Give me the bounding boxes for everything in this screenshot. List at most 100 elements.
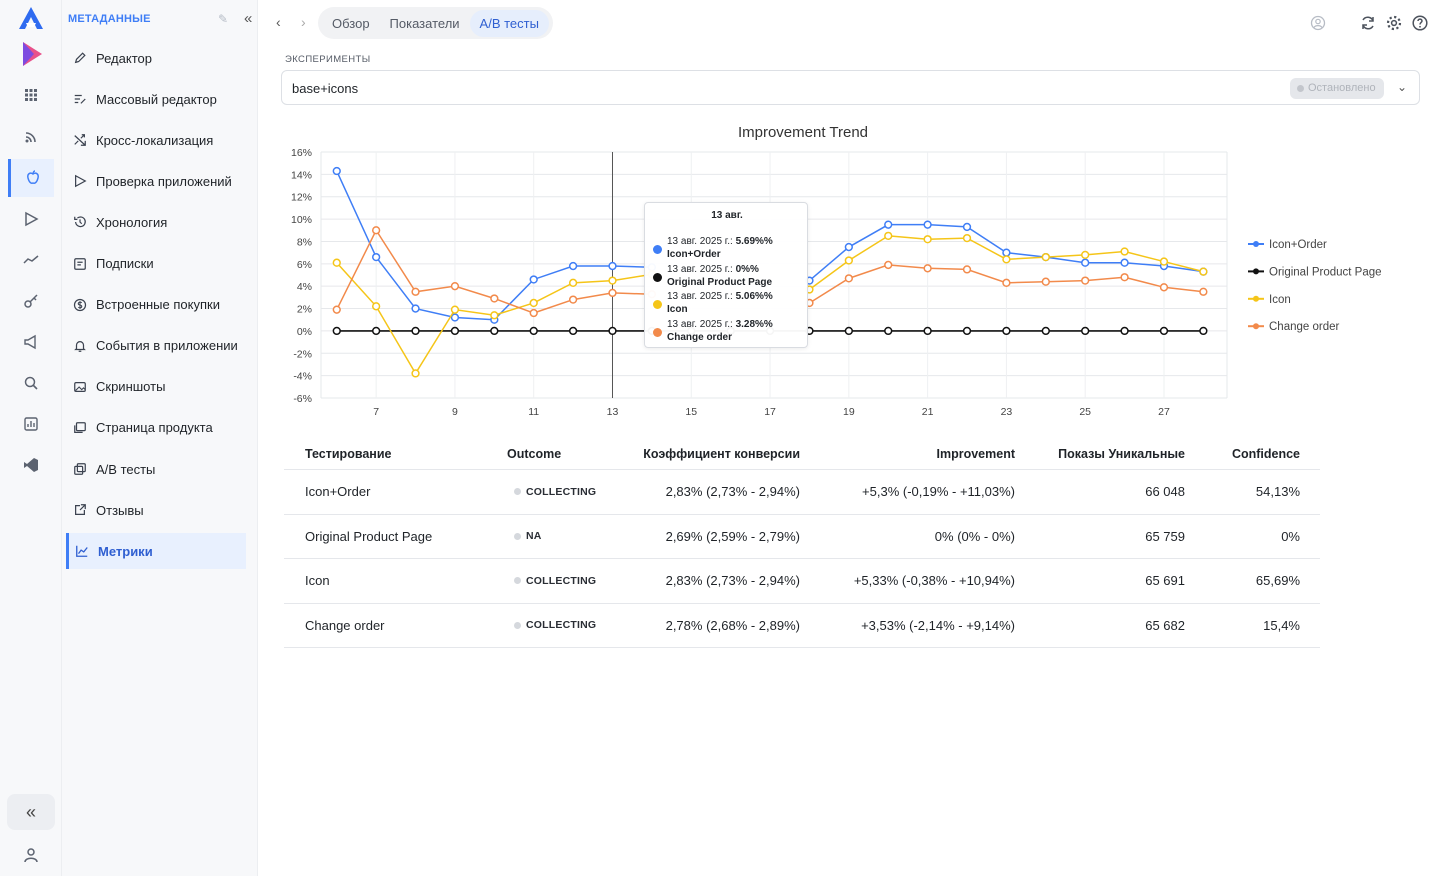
x-tick-label: 15 xyxy=(685,406,697,418)
app-icon-play[interactable] xyxy=(20,40,44,68)
icon-rail: « xyxy=(0,0,62,876)
tab[interactable]: Обзор xyxy=(332,15,370,31)
sidebar-item[interactable]: Встроенные покупки xyxy=(66,287,246,323)
grid-icon[interactable] xyxy=(8,76,54,114)
table-header: Тестирование Outcome Коэффициент конверс… xyxy=(284,438,1320,470)
data-point xyxy=(332,305,341,314)
x-tick-label: 9 xyxy=(452,406,458,418)
data-point xyxy=(332,258,341,267)
column-header[interactable]: Показы Уникальные xyxy=(1058,447,1185,461)
data-point xyxy=(411,369,420,378)
sidebar-item[interactable]: Метрики xyxy=(66,533,246,570)
data-point xyxy=(1081,276,1090,285)
sidebar-item[interactable]: Проверка приложений xyxy=(66,163,246,199)
data-point xyxy=(450,305,460,314)
column-header[interactable]: Confidence xyxy=(1231,447,1300,461)
data-point xyxy=(1120,247,1129,256)
trend-icon[interactable] xyxy=(8,241,54,279)
key-icon[interactable] xyxy=(8,282,54,320)
megaphone-icon[interactable] xyxy=(8,323,54,361)
apple-icon[interactable] xyxy=(8,159,54,197)
x-tick-label: 23 xyxy=(1001,406,1013,418)
settings-gear-icon[interactable] xyxy=(1385,14,1403,32)
sidebar-item[interactable]: Страница продукта xyxy=(66,410,246,446)
data-point xyxy=(1120,326,1129,336)
search-tools-icon[interactable] xyxy=(8,364,54,402)
x-tick-label: 25 xyxy=(1079,406,1091,418)
collapse-sidebar-icon[interactable]: « xyxy=(244,10,253,27)
shuffle-icon xyxy=(72,132,88,148)
sidebar-item[interactable]: Кросс-локализация xyxy=(66,122,246,158)
tab[interactable]: A/B тесты xyxy=(469,9,549,37)
copy-icon xyxy=(72,461,88,477)
column-header[interactable]: Improvement xyxy=(936,447,1016,461)
sidebar-item[interactable]: Отзывы xyxy=(66,492,246,528)
legend-label: Icon+Order xyxy=(1269,239,1327,251)
user-icon[interactable] xyxy=(8,836,54,874)
column-header[interactable]: Тестирование xyxy=(305,447,392,461)
data-point xyxy=(608,288,617,298)
refresh-icon[interactable] xyxy=(1359,14,1377,32)
app-logo-icon[interactable] xyxy=(18,6,44,30)
data-point xyxy=(844,274,853,283)
status-dot xyxy=(514,621,521,629)
tooltip-title: 13 авг. xyxy=(711,210,743,221)
tooltip-text: 13 авг. 2025 г.: 3.28%% Change order xyxy=(667,318,807,344)
legend-dot xyxy=(653,245,662,254)
data-point xyxy=(332,166,341,176)
feed-icon[interactable] xyxy=(8,118,54,156)
confidence: 54,13% xyxy=(1255,484,1300,500)
collapse-rail-icon[interactable]: « xyxy=(7,794,55,830)
test-name: Change order xyxy=(305,617,385,633)
sidebar-item[interactable]: A/B тесты xyxy=(66,451,246,487)
code-editor-icon[interactable] xyxy=(8,446,54,484)
sidebar-item[interactable]: Массовый редактор xyxy=(66,81,246,117)
account-circle-icon[interactable] xyxy=(1309,14,1327,32)
report-icon[interactable] xyxy=(8,405,54,443)
sidebar-item[interactable]: Скриншоты xyxy=(66,369,246,405)
column-header[interactable]: Коэффициент конверсии xyxy=(643,447,800,461)
sidebar-item-label: Хронология xyxy=(96,214,168,230)
column-header[interactable]: Outcome xyxy=(507,447,562,461)
data-point xyxy=(371,252,381,262)
tooltip-date: 13 авг. 2025 г.: xyxy=(667,291,733,302)
data-point xyxy=(411,326,420,336)
x-tick-label: 13 xyxy=(607,406,619,418)
tooltip-series-name: Icon xyxy=(667,304,688,315)
chevron-down-icon[interactable]: ⌄ xyxy=(1397,80,1408,94)
y-tick-label: 12% xyxy=(291,192,312,204)
experiment-select-value: base+icons xyxy=(292,81,359,96)
improvement: +5,3% (-0,19% - +11,03%) xyxy=(862,484,1015,500)
x-tick-label: 11 xyxy=(528,406,539,418)
sidebar-item[interactable]: События в приложении xyxy=(66,328,246,364)
table-row[interactable]: Original Product Page NA 2,69% (2,59% - 2,… xyxy=(284,515,1320,559)
y-tick-label: 4% xyxy=(297,281,312,293)
data-point xyxy=(608,261,617,271)
forward-arrow-icon[interactable]: › xyxy=(301,14,306,30)
experiment-select[interactable]: base+icons Остановлено ⌄ xyxy=(281,70,1420,105)
sidebar-item-label: A/B тесты xyxy=(96,461,156,477)
sidebar-item-label: Отзывы xyxy=(96,502,144,518)
legend-swatch-dot xyxy=(1253,241,1259,247)
table-row[interactable]: Change order COLLECTING 2,78% (2,68% - 2,8… xyxy=(284,604,1320,648)
pencil-icon xyxy=(72,50,88,66)
data-point xyxy=(529,308,538,318)
data-point xyxy=(1159,257,1169,266)
help-icon[interactable] xyxy=(1411,14,1429,32)
tooltip-date: 13 авг. 2025 г.: xyxy=(667,236,733,247)
outcome-status: COLLECTING xyxy=(526,574,597,587)
back-arrow-icon[interactable]: ‹ xyxy=(276,14,281,30)
table-row[interactable]: Icon+Order COLLECTING 2,83% (2,73% - 2,94%… xyxy=(284,470,1320,515)
sidebar-item[interactable]: Подписки xyxy=(66,246,246,282)
x-tick-label: 19 xyxy=(843,406,855,418)
data-point xyxy=(411,304,420,313)
data-point xyxy=(923,235,932,244)
data-point xyxy=(844,326,853,336)
table-row[interactable]: Icon COLLECTING 2,83% (2,73% - 2,94%) +5,33… xyxy=(284,559,1320,604)
edit-icon[interactable]: ✎ xyxy=(218,12,229,26)
tab[interactable]: Показатели xyxy=(389,15,460,31)
outcome-cell: NA xyxy=(507,515,542,559)
sidebar-item[interactable]: Редактор xyxy=(66,40,246,76)
sidebar-item[interactable]: Хронология xyxy=(66,204,246,240)
play-store-icon[interactable] xyxy=(8,200,54,238)
